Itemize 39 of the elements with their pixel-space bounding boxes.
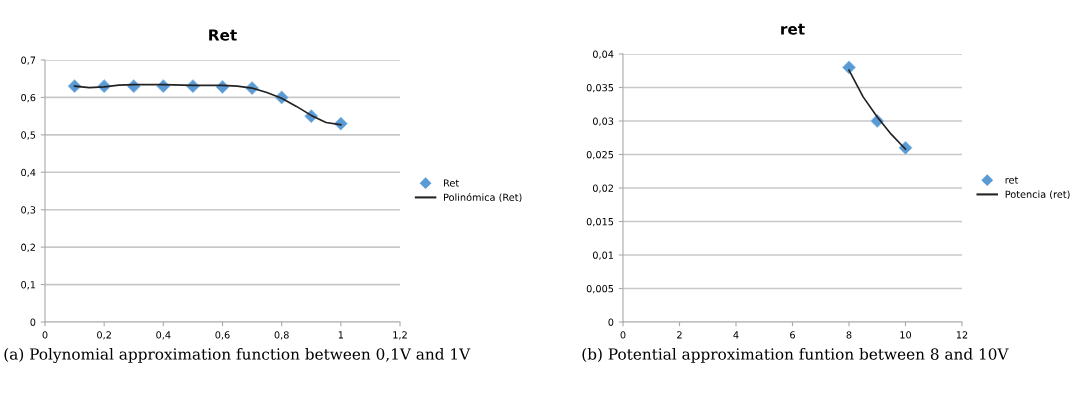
y-tick-label: 0,01	[592, 251, 614, 260]
x-tick-label: 2	[677, 331, 682, 339]
y-tick-label: 0,035	[586, 83, 614, 93]
x-tick-label: 0	[620, 331, 626, 339]
y-tick-label: 0,04	[592, 50, 614, 59]
legend-label: Potencia (ret)	[1005, 190, 1070, 200]
text: (a) Polynomial approximation function between 0,1V and 1V	[4, 348, 471, 363]
x-tick-label: 8	[846, 331, 852, 339]
y-tick-label: 0,4	[21, 168, 36, 178]
x-tick-label: 0,4	[156, 331, 171, 340]
y-tick-label: 0,005	[586, 284, 614, 294]
y-tick-label: 0	[30, 318, 36, 326]
y-tick-label: 0,7	[21, 56, 36, 65]
x-tick-label: 0,2	[97, 331, 111, 340]
y-tick-label: 0,6	[21, 93, 36, 103]
x-tick-label: 1	[338, 331, 344, 339]
x-tick-label: 6	[790, 331, 795, 339]
y-tick-label: 0,5	[21, 131, 36, 140]
x-tick-label: 4	[733, 331, 739, 339]
y-tick-label: 0	[608, 318, 614, 326]
legend-label: ret	[1005, 176, 1019, 184]
y-tick-label: 0,02	[592, 184, 613, 193]
y-tick-label: 0,1	[21, 281, 36, 290]
chart-title: Ret	[209, 29, 237, 41]
text: (b) Potential approximation funtion between 8 and 10V	[582, 348, 1009, 363]
y-tick-label: 0,3	[21, 206, 36, 215]
x-tick-label: 0	[42, 331, 48, 339]
x-tick-label: 1,2	[393, 331, 407, 340]
y-tick-label: 0,2	[21, 243, 35, 252]
y-tick-label: 0,025	[586, 150, 614, 160]
legend-label: Polinómica (Ret)	[444, 193, 522, 203]
legend-label: Ret	[444, 179, 459, 187]
chart-title: ret	[781, 23, 805, 35]
x-tick-label: 10	[900, 331, 912, 339]
x-tick-label: 12	[956, 331, 968, 339]
x-tick-label: 0,8	[274, 331, 289, 340]
x-tick-label: 0,6	[215, 331, 230, 340]
y-tick-label: 0,03	[592, 117, 614, 126]
y-tick-label: 0,015	[586, 217, 614, 227]
